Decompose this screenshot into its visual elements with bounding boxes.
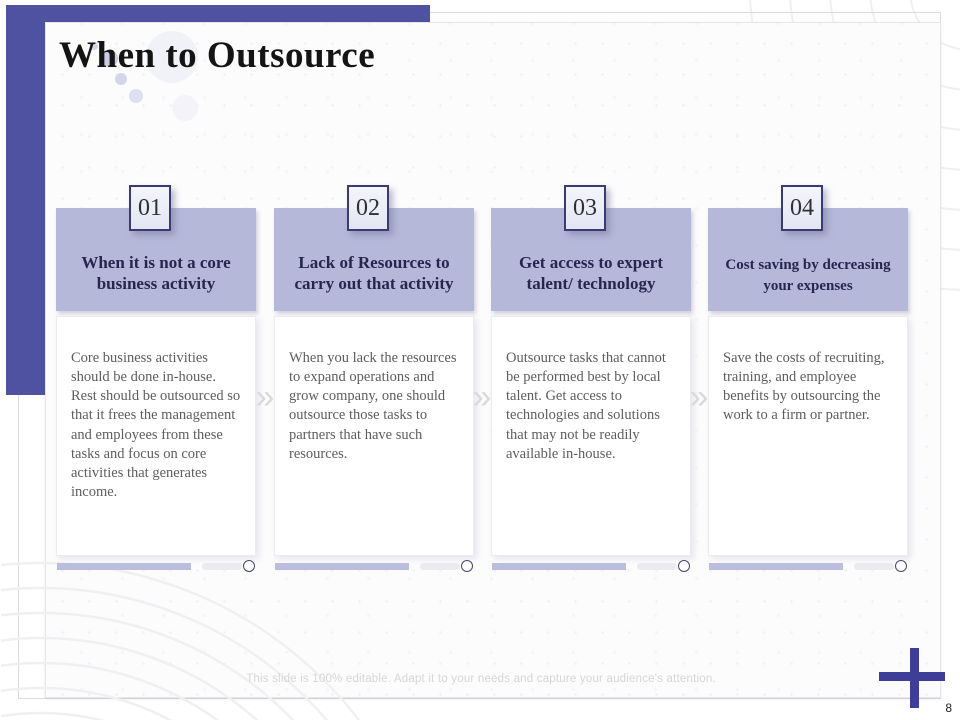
progress-fill <box>57 563 191 570</box>
dot-decoration <box>115 73 127 85</box>
progress-bar <box>56 559 256 572</box>
outsource-card: 01 When it is not a core business activi… <box>56 185 256 605</box>
dot-decoration <box>129 89 143 103</box>
card-heading: Lack of Resources to carry out that acti… <box>294 252 454 294</box>
card-header: Lack of Resources to carry out that acti… <box>274 208 474 311</box>
dot-decoration <box>172 95 198 121</box>
card-body-text: Save the costs of recruiting, training, … <box>723 350 885 424</box>
card-body-text: Outsource tasks that cannot be performed… <box>506 350 666 462</box>
accent-bar-left <box>6 5 45 395</box>
card-body-text: When you lack the resources to expand op… <box>289 350 457 462</box>
progress-tail <box>202 563 242 570</box>
card-heading: Cost saving by decreasing your expenses <box>725 257 891 294</box>
page-number: 8 <box>945 701 952 715</box>
double-chevron-icon: » <box>255 378 275 416</box>
number-badge: 03 <box>564 185 606 231</box>
progress-tail <box>420 563 460 570</box>
progress-fill <box>492 563 626 570</box>
outsource-card: 03 Get access to expert talent/ technolo… <box>491 185 691 605</box>
progress-bar <box>708 559 908 572</box>
progress-fill <box>275 563 409 570</box>
dot-decoration <box>101 50 118 67</box>
progress-knob <box>461 559 473 572</box>
content-panel: When to Outsource 01 When it is not a co… <box>1 22 941 720</box>
progress-tail <box>637 563 677 570</box>
card-body-box: Core business activities should be done … <box>56 316 256 556</box>
footer-note: This slide is 100% editable. Adapt it to… <box>246 673 716 685</box>
decorative-arcs-bottom-left <box>1 561 361 720</box>
progress-knob <box>243 559 255 572</box>
outsource-card: 02 Lack of Resources to carry out that a… <box>274 185 474 605</box>
card-body-box: Outsource tasks that cannot be performed… <box>491 316 691 556</box>
number-badge: 02 <box>347 185 389 231</box>
card-body-box: Save the costs of recruiting, training, … <box>708 316 908 556</box>
progress-bar <box>274 559 474 572</box>
dot-decoration <box>90 42 98 50</box>
double-chevron-icon: » <box>689 378 709 416</box>
progress-tail <box>854 563 894 570</box>
card-body-box: When you lack the resources to expand op… <box>274 316 474 556</box>
progress-knob <box>678 559 690 572</box>
outsource-card: 04 Cost saving by decreasing your expens… <box>708 185 908 605</box>
progress-bar <box>491 559 691 572</box>
number-badge: 01 <box>129 185 171 231</box>
dot-decoration <box>146 31 198 83</box>
number-badge: 04 <box>781 185 823 231</box>
card-heading: Get access to expert talent/ technology <box>519 252 663 294</box>
plus-decoration-horizontal <box>879 672 945 681</box>
card-body-text: Core business activities should be done … <box>71 350 241 500</box>
page-title: When to Outsource <box>59 35 376 76</box>
card-heading: When it is not a core business activity <box>81 252 231 294</box>
progress-fill <box>709 563 843 570</box>
progress-knob <box>895 559 907 572</box>
double-chevron-icon: » <box>472 378 492 416</box>
